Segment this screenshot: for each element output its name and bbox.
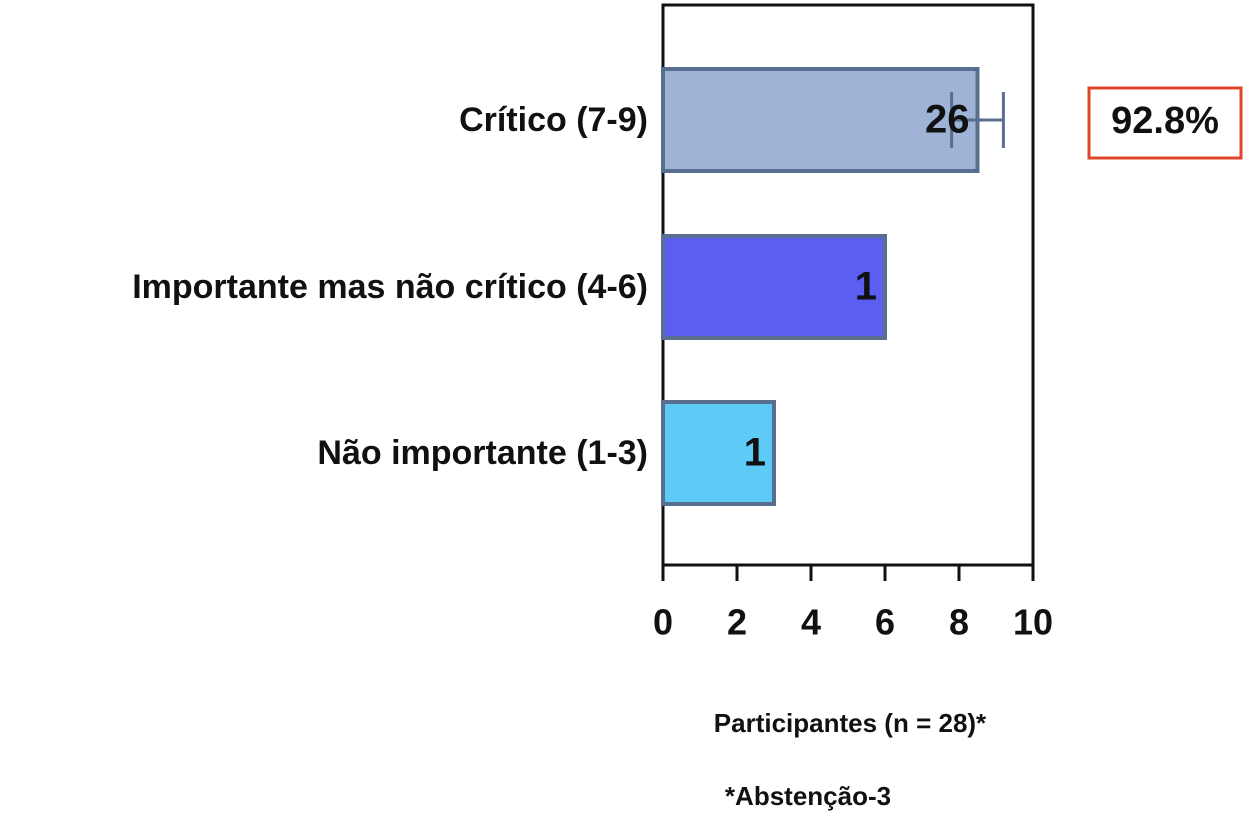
count-label: 1 [855,265,877,309]
x-tick-label: 8 [949,602,969,643]
x-tick-label: 0 [653,602,673,643]
y-tick-label: Importante mas não crítico (4-6) [132,268,648,306]
annotation: 92.8% [1111,100,1219,142]
x-tick-label: 4 [801,602,821,643]
x-axis-label: Participantes (n = 28)* [714,708,987,738]
count-label: 1 [744,431,766,475]
x-tick-label: 2 [727,602,747,643]
bar [661,67,980,173]
bar [661,234,887,340]
annotation-box [1087,86,1243,160]
count-label: 26 [925,98,970,142]
x-tick-label: 6 [875,602,895,643]
error-bar [950,92,1005,148]
note: *Abstenção-3 [725,781,891,811]
y-tick-label: Não importante (1-3) [317,434,648,472]
y-tick-label: Crítico (7-9) [459,101,648,139]
x-tick-label: 10 [1013,602,1053,643]
bar [661,400,776,506]
